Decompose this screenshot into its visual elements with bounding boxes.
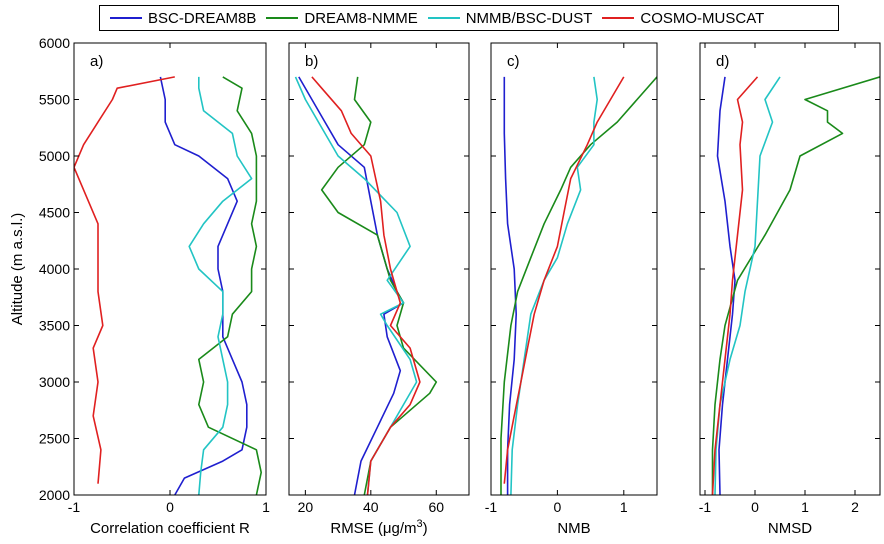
series-line bbox=[714, 76, 781, 495]
y-tick-label: 3000 bbox=[39, 374, 70, 390]
y-axis-label: Altitude (m a.s.l.) bbox=[9, 213, 26, 326]
series-line bbox=[74, 76, 175, 484]
series-line bbox=[198, 76, 263, 495]
x-tick-label: 0 bbox=[166, 499, 174, 515]
x-axis-label: NMSD bbox=[768, 520, 812, 537]
legend-item: COSMO-MUSCAT bbox=[592, 6, 764, 30]
legend-swatch bbox=[266, 17, 299, 19]
legend-swatch bbox=[602, 17, 635, 19]
panel-label: c) bbox=[507, 53, 520, 70]
panel-frame bbox=[699, 42, 881, 496]
series-line bbox=[188, 76, 253, 495]
panel-label: a) bbox=[90, 53, 103, 70]
x-tick-label: 1 bbox=[620, 499, 628, 515]
y-tick-label: 4000 bbox=[39, 261, 70, 277]
legend-label: DREAM8-NMME bbox=[304, 9, 418, 27]
series-line bbox=[716, 76, 736, 495]
x-axis-label: RMSE (μg/m3) bbox=[330, 518, 427, 537]
series-line bbox=[500, 76, 657, 495]
series-line bbox=[711, 76, 759, 495]
y-tick-label: 2000 bbox=[39, 487, 70, 503]
series-line bbox=[503, 76, 518, 495]
x-axis-label: Correlation coefficient R bbox=[90, 520, 250, 537]
y-tick-label: 4500 bbox=[39, 205, 70, 221]
x-tick-label: 0 bbox=[751, 499, 759, 515]
x-tick-label: 40 bbox=[363, 499, 379, 515]
y-tick-label: 3500 bbox=[39, 318, 70, 334]
legend-item: NMMB/BSC-DUST bbox=[418, 6, 593, 30]
series-line bbox=[711, 76, 880, 495]
legend-item: BSC-DREAM8B bbox=[100, 6, 256, 30]
x-tick-label: 0 bbox=[554, 499, 562, 515]
chart-legend: BSC-DREAM8B DREAM8-NMME NMMB/BSC-DUST COSMO… bbox=[99, 5, 839, 31]
series-line bbox=[294, 76, 418, 495]
x-tick-label: 60 bbox=[428, 499, 444, 515]
y-tick-label: 5000 bbox=[39, 148, 70, 164]
series-line bbox=[320, 76, 438, 495]
panel-label: d) bbox=[716, 53, 729, 70]
y-tick-label: 2500 bbox=[39, 431, 70, 447]
x-tick-label: -1 bbox=[68, 499, 81, 515]
y-tick-label: 5500 bbox=[39, 92, 70, 108]
x-tick-label: 2 bbox=[851, 499, 859, 515]
y-tick-label: 6000 bbox=[39, 35, 70, 51]
panel-frame bbox=[490, 42, 658, 496]
series-line bbox=[503, 76, 625, 484]
x-axis-label: NMB bbox=[557, 520, 590, 537]
legend-label: COSMO-MUSCAT bbox=[640, 9, 765, 27]
x-tick-label: 20 bbox=[298, 499, 314, 515]
legend-swatch bbox=[110, 17, 142, 19]
x-tick-label: -1 bbox=[699, 499, 712, 515]
x-tick-label: -1 bbox=[485, 499, 498, 515]
legend-label: NMMB/BSC-DUST bbox=[465, 9, 593, 27]
x-tick-label: 1 bbox=[262, 499, 270, 515]
legend-label: BSC-DREAM8B bbox=[148, 9, 257, 27]
series-line bbox=[311, 76, 421, 495]
panel-label: b) bbox=[305, 53, 318, 70]
series-line bbox=[510, 76, 599, 495]
panel-frame bbox=[288, 42, 470, 496]
x-tick-label: 1 bbox=[801, 499, 809, 515]
legend-swatch bbox=[427, 17, 460, 19]
legend-item: DREAM8-NMME bbox=[256, 6, 418, 30]
